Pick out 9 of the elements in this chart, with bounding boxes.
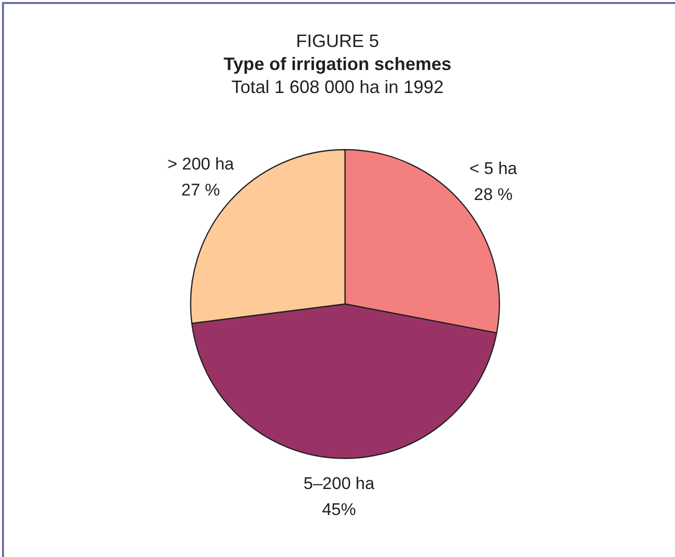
caption: FIGURE 5: [294, 30, 380, 53]
data-label: 28 %: [474, 185, 513, 204]
slice-label: < 5 ha: [469, 159, 518, 178]
data-label: 27 %: [181, 180, 220, 200]
slice-label: > 200 ha: [167, 154, 235, 174]
data-label: 45%: [322, 500, 356, 519]
slice-label: 5–200 ha: [304, 474, 375, 493]
chart-title: Type of irrigation schemes: [222, 53, 452, 76]
chart-subtitle: Total 1 608 000 ha in 1992: [230, 76, 445, 99]
